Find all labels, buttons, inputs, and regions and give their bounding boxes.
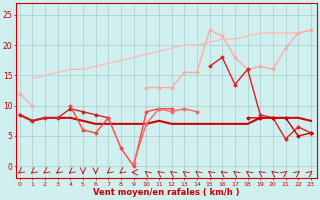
X-axis label: Vent moyen/en rafales ( km/h ): Vent moyen/en rafales ( km/h ) [93, 188, 240, 197]
